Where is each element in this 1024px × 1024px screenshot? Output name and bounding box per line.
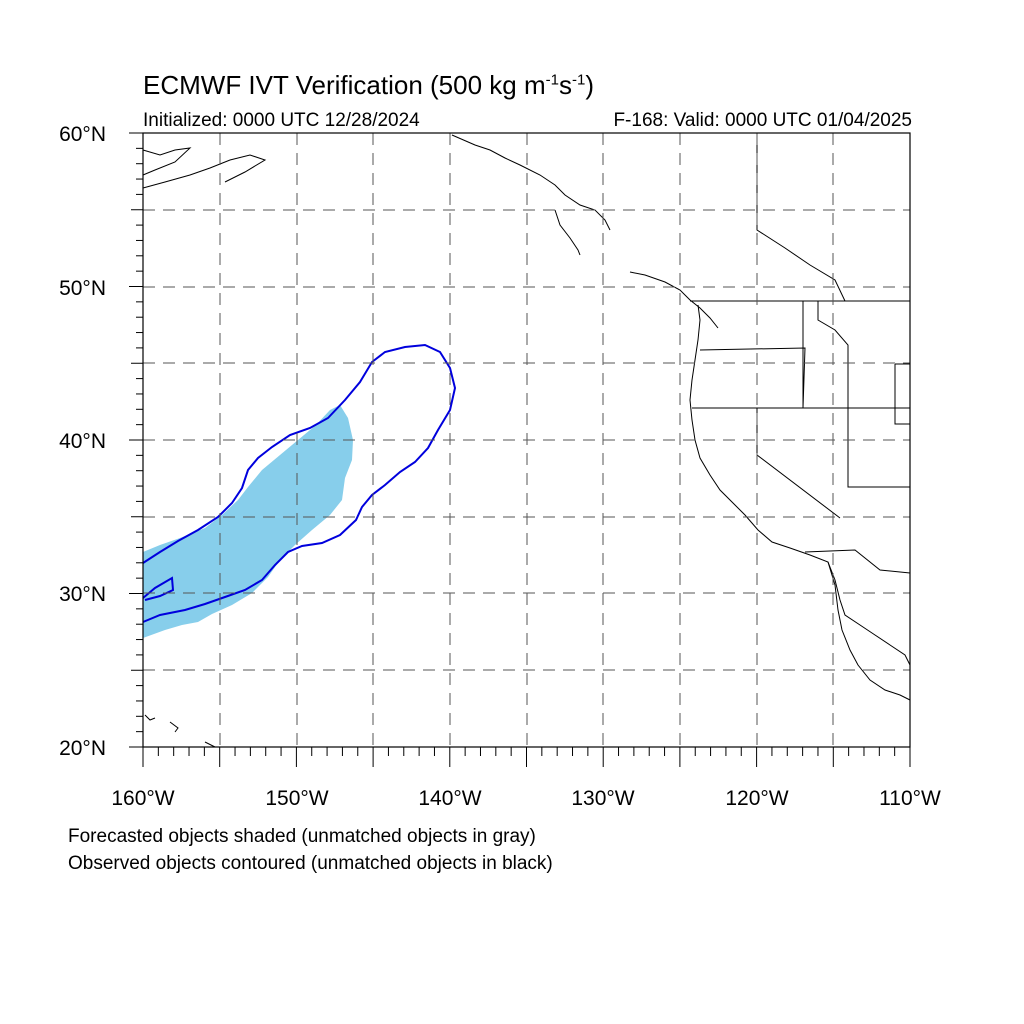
- political-boundaries: [690, 133, 911, 574]
- lon-label-140w: 140°W: [418, 787, 481, 810]
- observed-object-contour: [142, 343, 457, 623]
- lon-label-160w: 160°W: [111, 787, 174, 810]
- lon-label-120w: 120°W: [725, 787, 788, 810]
- graticule: [143, 133, 910, 747]
- caption-forecast: Forecasted objects shaded (unmatched obj…: [68, 826, 536, 847]
- lon-label-130w: 130°W: [571, 787, 634, 810]
- lat-label-50: 50°N: [59, 277, 106, 300]
- longitude-labels: 160°W 150°W 140°W 130°W 120°W 110°W: [111, 787, 941, 810]
- latitude-labels: 60°N 50°N 40°N 30°N 20°N: [59, 123, 106, 760]
- valid-time: F-168: Valid: 0000 UTC 01/04/2025: [613, 110, 912, 131]
- lat-label-60: 60°N: [59, 123, 106, 146]
- lat-label-20: 20°N: [59, 737, 106, 760]
- lat-label-30: 30°N: [59, 583, 106, 606]
- lon-label-110w: 110°W: [879, 787, 941, 810]
- map-title: ECMWF IVT Verification (500 kg m-1s-1): [143, 70, 594, 100]
- coastlines: [142, 134, 911, 748]
- initialized-time: Initialized: 0000 UTC 12/28/2024: [143, 110, 420, 131]
- caption-observed: Observed objects contoured (unmatched ob…: [68, 853, 553, 874]
- lon-label-150w: 150°W: [265, 787, 328, 810]
- axis-ticks: [129, 132, 911, 767]
- forecast-object: [143, 405, 353, 638]
- observed-object-contour-inner: [142, 576, 175, 601]
- lat-label-40: 40°N: [59, 430, 106, 453]
